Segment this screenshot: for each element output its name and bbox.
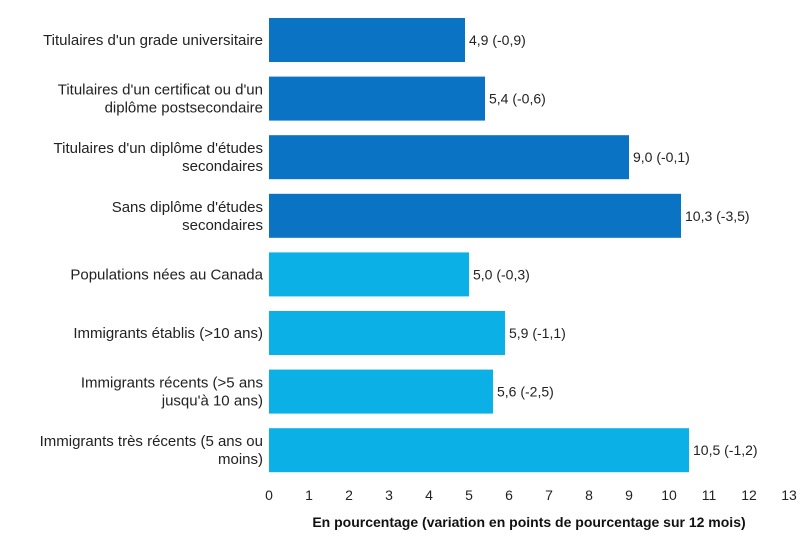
x-axis-ticks: 0 1 2 3 4 5 6 7 8 9 10 11 12 13 [265,487,797,503]
data-label-2: 5,4 (-0,6) [489,91,546,107]
data-label-1: 4,9 (-0,9) [469,32,526,48]
x-tick-12: 12 [741,487,757,503]
data-label-4: 10,3 (-3,5) [685,208,750,224]
data-label-8: 10,5 (-1,2) [693,442,758,458]
data-label-7: 5,6 (-2,5) [497,384,554,400]
category-label-6: Immigrants établis (>10 ans) [73,325,263,342]
category-label-4: Sans diplôme d'études secondaires [112,199,263,234]
x-tick-6: 6 [505,487,513,503]
x-axis-title: En pourcentage (variation en points de p… [312,514,745,530]
x-tick-0: 0 [265,487,273,503]
bar-1 [269,18,465,62]
category-labels: Titulaires d'un grade universitaire Titul… [40,32,264,468]
category-label-7: Immigrants récents (>5 ans jusqu'à 10 ans… [81,375,263,410]
data-labels: 4,9 (-0,9) 5,4 (-0,6) 9,0 (-0,1) 10,3 (-3,5… [469,32,758,458]
bar-8 [269,428,689,473]
x-tick-5: 5 [465,487,473,503]
bar-2 [269,76,485,121]
x-tick-7: 7 [545,487,553,503]
bar-5 [269,252,469,297]
category-label-3: Titulaires d'un diplôme d'études secondai… [54,140,263,175]
x-tick-8: 8 [585,487,593,503]
x-tick-2: 2 [345,487,353,503]
category-label-1: Titulaires d'un grade universitaire [43,32,263,49]
bar-7 [269,369,493,414]
bar-3 [269,135,629,180]
bar-6 [269,311,505,355]
category-label-2: Titulaires d'un certificat ou d'un diplôm… [58,82,263,117]
category-label-8: Immigrants très récents (5 ans ou moins) [40,433,263,468]
x-tick-9: 9 [625,487,633,503]
x-tick-4: 4 [425,487,433,503]
category-label-5: Populations nées au Canada [70,266,263,283]
x-tick-13: 13 [781,487,797,503]
x-tick-10: 10 [661,487,677,503]
data-label-5: 5,0 (-0,3) [473,266,530,282]
bars [269,18,689,473]
data-label-3: 9,0 (-0,1) [633,149,690,165]
x-tick-11: 11 [702,487,717,503]
bar-4 [269,193,681,238]
data-label-6: 5,9 (-1,1) [509,325,566,341]
x-tick-1: 1 [305,487,313,503]
x-tick-3: 3 [385,487,393,503]
